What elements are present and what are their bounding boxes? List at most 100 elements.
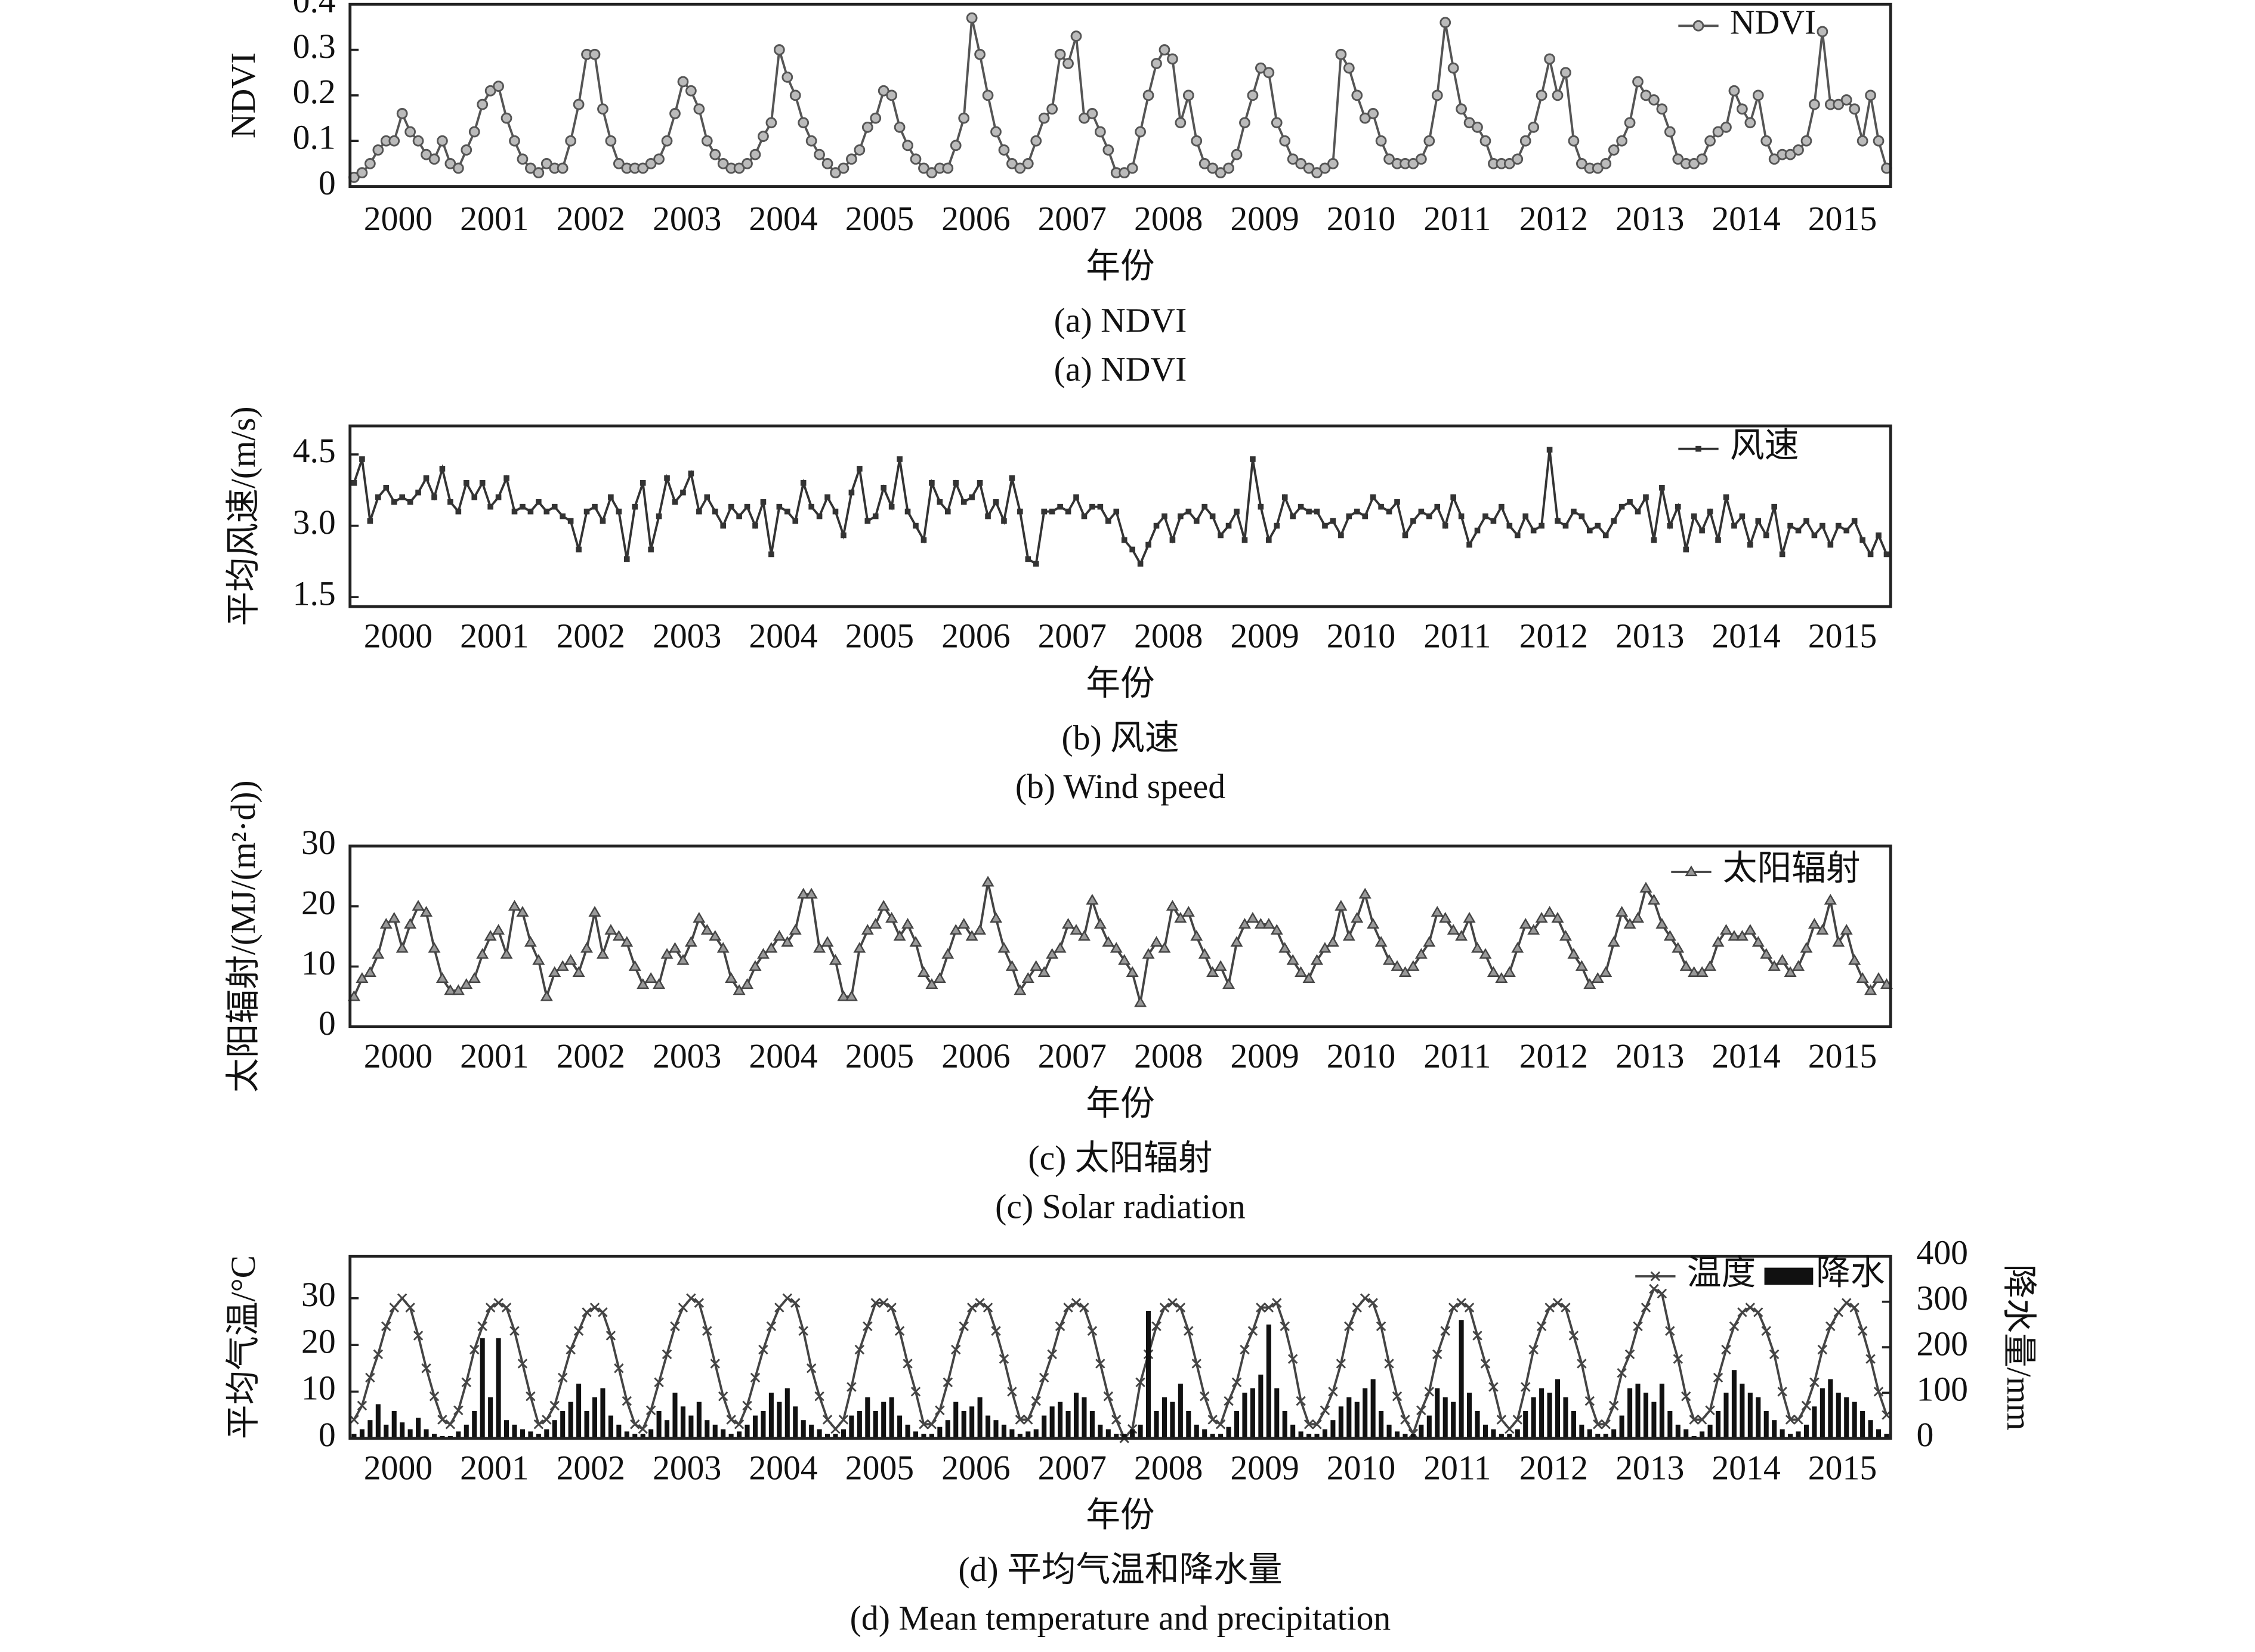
x-tick-label: 2000 — [364, 200, 433, 238]
point-marker — [1391, 960, 1404, 971]
point-marker — [838, 162, 850, 174]
point-marker — [966, 1303, 977, 1313]
point-marker — [1851, 518, 1858, 524]
point-marker — [1466, 542, 1472, 548]
point-marker — [1207, 162, 1219, 174]
point-marker — [693, 103, 705, 115]
precip-bar — [1210, 1434, 1215, 1438]
point-marker — [1081, 513, 1088, 519]
point-marker — [1158, 942, 1171, 953]
precip-bar — [986, 1415, 991, 1438]
point-marker — [1134, 996, 1147, 1007]
precip-bar — [359, 1429, 364, 1438]
point-marker — [1657, 1288, 1667, 1299]
precip-bar — [1122, 1434, 1127, 1438]
point-marker — [493, 81, 504, 92]
point-marker — [888, 503, 895, 510]
point-marker — [710, 1359, 720, 1369]
point-marker — [894, 121, 906, 133]
precip-bar — [1098, 1424, 1103, 1438]
point-marker — [1110, 942, 1123, 953]
point-marker — [1031, 1396, 1041, 1406]
point-marker — [444, 158, 456, 169]
point-marker — [455, 508, 462, 515]
precip-bar — [1009, 1429, 1015, 1438]
point-marker — [1440, 17, 1451, 29]
precip-bar — [1338, 1406, 1343, 1438]
precip-bar — [897, 1415, 903, 1438]
precip-bar — [889, 1397, 894, 1438]
point-marker — [1318, 942, 1332, 953]
y-tick-label: 0.1 — [293, 119, 336, 156]
point-marker — [660, 948, 674, 959]
point-marker — [588, 905, 601, 917]
point-marker — [600, 518, 606, 524]
point-marker — [364, 158, 376, 169]
point-marker — [653, 978, 666, 989]
point-marker — [1423, 936, 1436, 947]
point-marker — [1800, 942, 1813, 953]
precip-bar — [680, 1406, 685, 1438]
precip-bar — [1683, 1429, 1689, 1438]
point-marker — [901, 918, 915, 929]
point-marker — [1272, 1298, 1282, 1308]
precip-bar — [865, 1397, 870, 1438]
point-marker — [1859, 537, 1865, 543]
point-marker — [1070, 30, 1082, 42]
point-marker — [1551, 912, 1564, 923]
precip-bar — [1860, 1410, 1865, 1438]
point-marker — [653, 153, 665, 165]
x-tick-label: 2009 — [1230, 200, 1299, 238]
precip-bar — [1467, 1393, 1472, 1438]
point-marker — [1785, 1415, 1796, 1425]
point-marker — [564, 954, 577, 965]
precip-bar — [640, 1434, 645, 1438]
point-marker — [477, 1321, 487, 1332]
point-marker — [597, 103, 608, 115]
point-marker — [1342, 930, 1355, 941]
point-marker — [1054, 942, 1067, 953]
point-marker — [676, 954, 690, 965]
point-marker — [1119, 167, 1130, 179]
point-marker — [686, 1293, 696, 1304]
point-marker — [1142, 89, 1154, 101]
point-marker — [445, 1419, 456, 1430]
point-marker — [1241, 537, 1248, 543]
point-marker — [1712, 126, 1724, 138]
point-marker — [1779, 551, 1786, 558]
precip-bar — [560, 1410, 566, 1438]
precip-bar — [624, 1431, 629, 1438]
point-marker — [969, 494, 975, 500]
point-marker — [1367, 918, 1380, 929]
x-tick-label: 2015 — [1808, 1038, 1877, 1075]
point-marker — [838, 1415, 849, 1425]
point-marker — [1480, 1359, 1491, 1369]
point-marker — [869, 918, 882, 929]
point-marker — [1824, 893, 1837, 905]
point-marker — [1568, 1331, 1579, 1341]
point-marker — [693, 912, 706, 923]
point-marker — [1424, 1387, 1435, 1397]
point-marker — [1198, 948, 1211, 959]
point-marker — [1820, 522, 1825, 529]
point-marker — [1655, 918, 1669, 929]
caption: (a) NDVI — [1054, 351, 1187, 388]
precip-bar — [1491, 1429, 1496, 1438]
point-marker — [720, 522, 726, 529]
point-marker — [1326, 936, 1339, 947]
point-marker — [744, 503, 750, 510]
point-marker — [1218, 532, 1224, 539]
point-marker — [733, 162, 745, 174]
point-marker — [1352, 1303, 1362, 1313]
point-marker — [806, 1363, 817, 1373]
x-tick-label: 2012 — [1519, 1449, 1588, 1487]
point-marker — [1265, 537, 1272, 543]
point-marker — [509, 1326, 520, 1336]
point-marker — [1126, 966, 1139, 977]
precip-bar — [632, 1434, 638, 1438]
point-marker — [1046, 103, 1058, 115]
point-marker — [974, 924, 987, 935]
point-marker — [902, 140, 913, 151]
point-marker — [1832, 936, 1845, 947]
precip-bar — [905, 1424, 910, 1438]
